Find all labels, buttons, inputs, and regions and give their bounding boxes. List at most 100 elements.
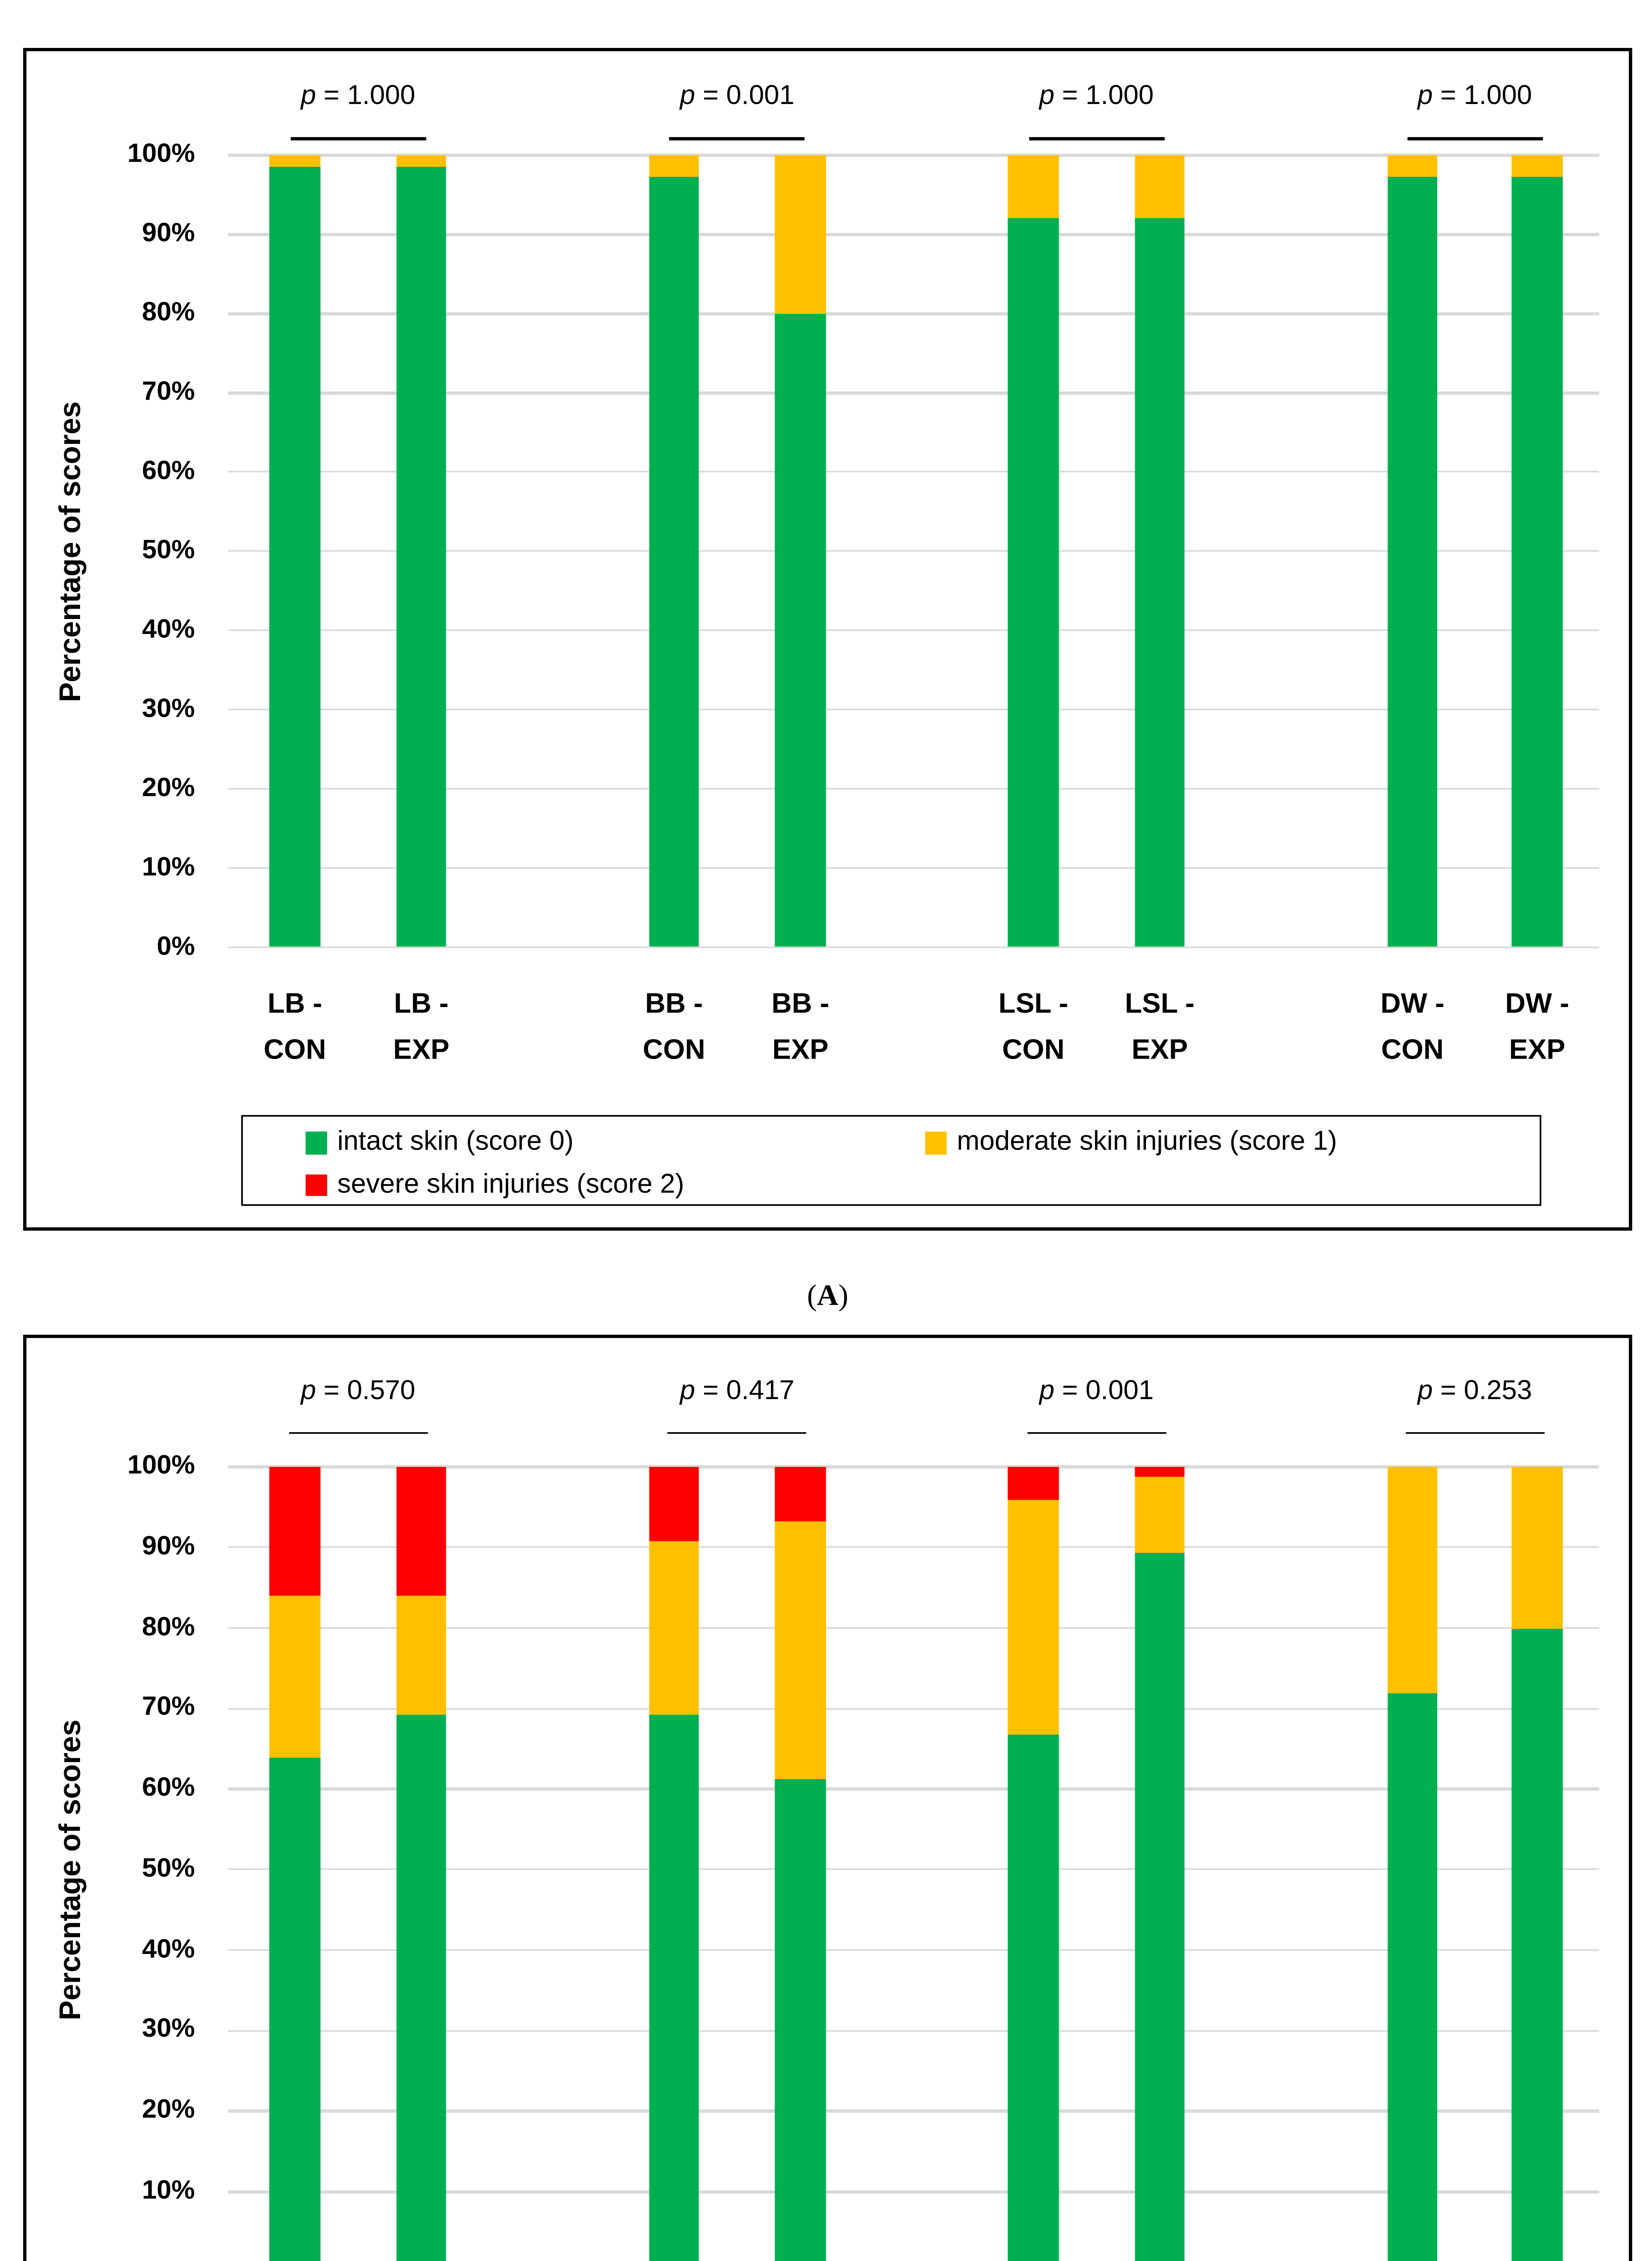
y-tick-label: 40%	[142, 615, 195, 644]
bar-segment-BB-EXP-FFC000	[775, 1521, 826, 1779]
p-value-label: p = 0.417	[680, 1376, 795, 1406]
bar-segment-LB-EXP-FFC000	[396, 1595, 447, 1714]
caption-a-open: (	[807, 1278, 817, 1312]
y-tick-label: 10%	[142, 853, 195, 882]
bar-segment-DW-EXP-FFC000	[1512, 155, 1562, 177]
caption-a: (A)	[663, 1273, 993, 1316]
y-tick-label: 70%	[142, 378, 195, 407]
gridline-70%	[228, 1707, 1600, 1710]
significance-line	[289, 1431, 428, 1434]
y-tick-label: 0%	[66, 2254, 195, 2261]
bar-segment-LSL-EXP-00B050	[1134, 1553, 1185, 2261]
p-value-label: p = 1.000	[1039, 80, 1154, 111]
x-category-label-line2: EXP	[393, 1034, 450, 1066]
bar-segment-BB-EXP-00B050	[775, 1779, 826, 2261]
gridline-80%	[228, 1627, 1600, 1629]
gridline-30%	[228, 708, 1600, 711]
gridline-40%	[228, 1949, 1600, 1952]
significance-line	[1028, 137, 1164, 140]
x-category-label-line1: BB -	[645, 988, 703, 1019]
y-tick-label: 10%	[142, 2177, 195, 2205]
legend-label-intact: intact skin (score 0)	[337, 1127, 574, 1157]
bar-segment-LSL-EXP-FF0000	[1134, 1466, 1185, 1477]
y-tick-label: 80%	[142, 298, 195, 327]
bar-segment-LB-EXP-00B050	[396, 166, 447, 947]
bar-segment-LB-CON-FFC000	[270, 1595, 320, 1757]
bar-segment-LB-EXP-FF0000	[396, 1466, 447, 1596]
bar-segment-BB-EXP-FF0000	[775, 1466, 826, 1521]
y-tick-label: 100%	[127, 140, 195, 169]
y-tick-label: 50%	[142, 1854, 195, 1883]
bar-segment-DW-CON-00B050	[1387, 176, 1438, 947]
x-category-label-line2: CON	[1381, 1034, 1444, 1066]
bar-segment-DW-EXP-FFC000	[1512, 1466, 1562, 1628]
p-symbol: p	[680, 1376, 696, 1406]
p-value-label: p = 1.000	[301, 80, 416, 111]
y-tick-label: 40%	[142, 1935, 195, 1963]
y-tick-label: 20%	[142, 774, 195, 802]
x-category-label-line2: EXP	[1509, 1034, 1566, 1066]
bar-segment-LB-CON-FFC000	[270, 155, 320, 166]
bar-segment-DW-CON-00B050	[1387, 1692, 1438, 2261]
x-category-label-line1: LB -	[394, 988, 449, 1019]
x-category-label-line2: EXP	[1131, 1034, 1188, 1066]
x-category-label-line1: DW -	[1380, 988, 1445, 1019]
gridline-40%	[228, 629, 1600, 632]
gridline-60%	[228, 1788, 1600, 1790]
caption-a-letter: A	[817, 1278, 838, 1312]
significance-line	[1027, 1431, 1166, 1434]
p-symbol: p	[1417, 1376, 1433, 1406]
x-category-label: DW - EXP	[1461, 981, 1613, 1074]
y-tick-label: 60%	[142, 1774, 195, 1802]
p-value-label: p = 0.001	[1039, 1376, 1154, 1406]
gridline-50%	[228, 1868, 1600, 1871]
gridline-100%	[228, 1466, 1600, 1468]
significance-line	[667, 1431, 807, 1434]
bar-segment-BB-CON-00B050	[648, 1714, 700, 2261]
legend-a: intact skin (score 0) moderate skin injur…	[241, 1115, 1541, 1206]
x-category-label: LB - EXP	[345, 981, 497, 1074]
gridline-10%	[228, 867, 1600, 870]
bar-segment-LSL-CON-00B050	[1008, 218, 1059, 947]
legend-item-severe: severe skin injuries (score 2)	[305, 1168, 684, 1201]
bar-segment-LSL-EXP-FFC000	[1134, 155, 1185, 219]
p-symbol: p	[301, 1376, 316, 1406]
x-category-label-line2: CON	[264, 1034, 327, 1066]
x-category-label: DW - CON	[1336, 981, 1488, 1074]
x-category-label: LSL - CON	[957, 981, 1109, 1074]
moderate-swatch-icon	[924, 1131, 947, 1154]
gridline-90%	[228, 1546, 1600, 1549]
x-category-label-line1: LSL -	[1125, 988, 1195, 1019]
bar-segment-LB-CON-FF0000	[270, 1466, 320, 1596]
p-value-label: p = 0.001	[680, 80, 795, 111]
gridline-50%	[228, 550, 1600, 553]
y-tick-label: 0%	[156, 932, 195, 961]
gridline-0%	[228, 946, 1600, 949]
gridline-90%	[228, 233, 1600, 236]
bar-segment-LB-EXP-FFC000	[396, 155, 447, 166]
y-tick-label: 80%	[142, 1613, 195, 1641]
y-tick-label: 90%	[142, 1533, 195, 1561]
x-category-label-line2: EXP	[772, 1034, 829, 1066]
y-tick-label: 50%	[142, 536, 195, 565]
p-symbol: p	[1039, 1376, 1055, 1406]
x-category-label: LSL - EXP	[1084, 981, 1235, 1074]
x-category-label-line1: LSL -	[998, 988, 1069, 1019]
significance-line	[669, 137, 805, 140]
significance-line	[1405, 1431, 1544, 1434]
bar-segment-BB-CON-FF0000	[648, 1466, 700, 1542]
bar-segment-LB-EXP-00B050	[396, 1714, 447, 2261]
x-category-label: LB - CON	[219, 981, 371, 1074]
bar-segment-BB-EXP-00B050	[775, 313, 826, 947]
bar-segment-DW-CON-FFC000	[1387, 155, 1438, 177]
p-value-label: p = 1.000	[1417, 80, 1532, 111]
x-category-label-line1: LB -	[267, 988, 322, 1019]
bar-segment-DW-EXP-00B050	[1512, 176, 1562, 947]
p-symbol: p	[1039, 80, 1055, 111]
y-tick-label: 30%	[142, 2015, 195, 2044]
legend-item-moderate: moderate skin injuries (score 1)	[924, 1126, 1337, 1159]
x-category-label-line1: DW -	[1505, 988, 1569, 1019]
intact-swatch-icon	[305, 1131, 327, 1154]
gridline-30%	[228, 2029, 1600, 2032]
bar-segment-LB-CON-00B050	[270, 1757, 320, 2261]
